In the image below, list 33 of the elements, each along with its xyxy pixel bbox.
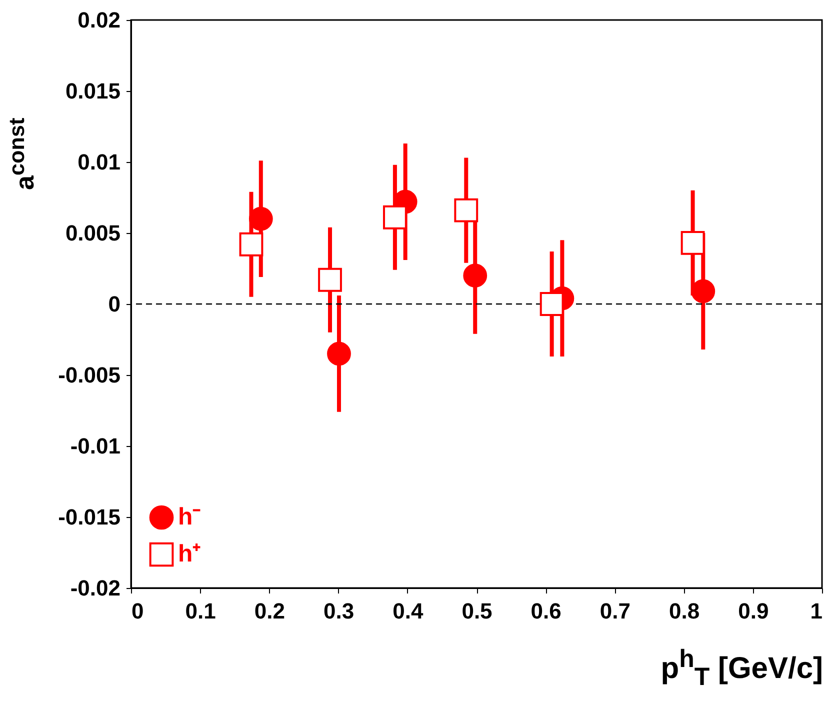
x-tick-label: 0.1 (185, 598, 216, 624)
y-tick-label: -0.01 (70, 434, 120, 458)
x-tick-label: 0.3 (324, 598, 354, 624)
x-tick-label: 0.5 (462, 598, 492, 624)
point (327, 342, 351, 366)
legend-label: h⁺ (178, 540, 201, 568)
x-tick-label: 0.4 (392, 598, 424, 624)
legend-label: h⁻ (178, 504, 201, 530)
point (318, 268, 342, 292)
point (463, 264, 488, 288)
point (248, 206, 273, 231)
y-tick-label: 0.005 (65, 220, 120, 246)
point (454, 198, 478, 222)
point (540, 292, 564, 316)
y-tick-label: 0.01 (78, 150, 120, 174)
y-tick-label: -0.02 (70, 576, 120, 600)
x-axis-title: p$^{h}$$_{T}$ [GeV/c] (660, 645, 823, 692)
point (691, 279, 716, 304)
y-tick-label: 0 (108, 292, 120, 316)
y-tick-label: -0.005 (58, 362, 120, 388)
x-tick-label: 0.2 (254, 598, 285, 624)
point (383, 205, 407, 230)
x-tick-label: 0.8 (669, 598, 700, 624)
point (680, 230, 705, 255)
x-tick-label: 1 (810, 598, 822, 624)
x-tick-label: 0 (132, 598, 144, 624)
x-tick-label: 0.9 (738, 598, 769, 624)
y-tick-label: 0.015 (65, 78, 120, 104)
point (239, 232, 264, 256)
x-tick-label: 0.7 (600, 598, 630, 624)
y-tick-label: 0.02 (78, 8, 120, 32)
x-tick-label: 0.6 (530, 598, 562, 624)
y-tick-label: -0.015 (58, 504, 120, 530)
